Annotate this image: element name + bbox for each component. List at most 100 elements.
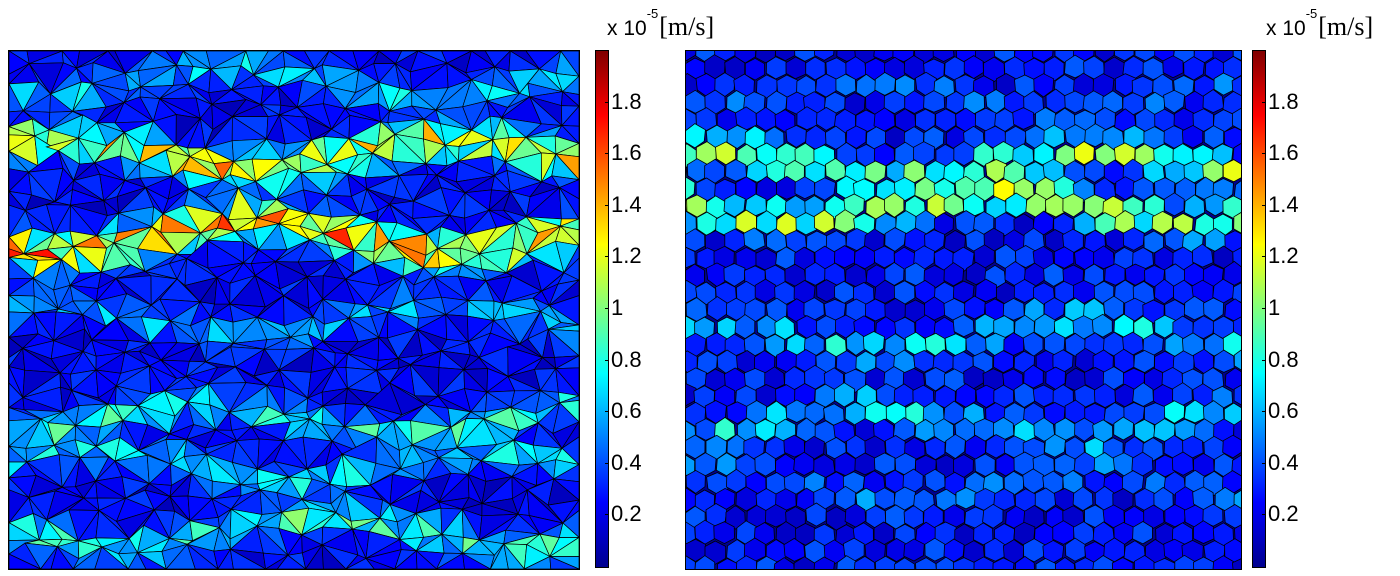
colorbar-tick-mark xyxy=(1262,256,1266,258)
mesh-cell-359 xyxy=(1233,212,1241,234)
mesh-cell-282 xyxy=(893,176,917,202)
mesh-cell-225 xyxy=(953,140,975,167)
mesh-cell-361 xyxy=(686,228,706,252)
mesh-cell-294 xyxy=(1132,177,1155,201)
mesh-cell-466 xyxy=(975,278,997,303)
mesh-cell-906 xyxy=(783,537,806,562)
colorbar-tick-mark xyxy=(605,204,609,206)
mesh-cell-443 xyxy=(1124,263,1147,286)
mesh-cell-314 xyxy=(943,193,965,217)
mesh-cell-886 xyxy=(973,522,994,546)
mesh-cell-918 xyxy=(1023,538,1045,563)
mesh-cell-383 xyxy=(1122,227,1145,251)
colorbar-tick-label: 1.4 xyxy=(611,191,642,217)
mesh-cell-53 xyxy=(1114,51,1135,62)
colorbar-scale-label: x 10-5[m/s] xyxy=(1266,6,1373,42)
mesh-cell-38 xyxy=(813,51,835,61)
mesh-cell-539 xyxy=(1232,316,1241,338)
mesh-cell-183 xyxy=(726,124,749,150)
colorbar-tick-mark xyxy=(605,359,609,361)
mesh-cell-278 xyxy=(814,177,836,201)
mesh-cell-814 xyxy=(735,486,757,512)
colorbar-tick-mark xyxy=(605,101,609,103)
colorbar-tick-mark xyxy=(1262,204,1266,206)
mesh-cell-177 xyxy=(1192,108,1214,132)
colorbar-tick-mark xyxy=(1262,153,1266,155)
colorbar-gradient xyxy=(596,51,608,567)
mesh-cell-901 xyxy=(686,538,707,562)
mesh-cell-946 xyxy=(973,556,994,569)
mesh-cell-417 xyxy=(1192,243,1214,268)
mesh-cell-739 xyxy=(1044,433,1067,458)
mesh-cell-339 xyxy=(833,209,857,234)
mesh-cell-1425 xyxy=(276,554,307,569)
mesh-cell-410 xyxy=(1053,246,1075,269)
mesh-cell-912 xyxy=(903,538,925,562)
mesh-cell-67 xyxy=(805,56,826,81)
colorbar-tick-label: 1.2 xyxy=(1268,243,1299,269)
mesh-cell-451 xyxy=(686,280,698,304)
mesh-cell-364 xyxy=(743,227,766,252)
colorbar-tick-label: 0.2 xyxy=(611,501,642,527)
mesh-cell-942 xyxy=(894,557,916,569)
colorbar-tick-mark xyxy=(605,514,609,516)
mesh-cell-385 xyxy=(1164,227,1186,252)
colorbar-tick-label: 1.6 xyxy=(611,140,642,166)
mesh-cell-943 xyxy=(915,557,937,569)
mesh-cell-320 xyxy=(1062,193,1084,218)
mesh-cell-776 xyxy=(1171,451,1194,476)
colorbar-tick-label: 0.2 xyxy=(1268,501,1299,527)
mesh-cell-548 xyxy=(825,333,847,358)
mesh-cell-261 xyxy=(1084,158,1105,183)
polygonal-mesh-svg xyxy=(686,51,1241,569)
mesh-cell-41 xyxy=(873,51,895,62)
mesh-cell-365 xyxy=(766,228,788,253)
mesh-cell-913 xyxy=(924,537,946,562)
mesh-cell-1405 xyxy=(50,545,74,569)
mesh-cell-757 xyxy=(793,451,816,476)
mesh-cell-349 xyxy=(1032,210,1054,236)
mesh-cell-250 xyxy=(864,160,887,184)
colorbar-tick-label: 0.6 xyxy=(1268,398,1299,424)
mesh-cell-938 xyxy=(813,556,835,569)
scale-exponent: -5 xyxy=(646,6,659,21)
colorbar-tick-mark xyxy=(605,411,609,413)
mesh-cell-831 xyxy=(1072,486,1094,512)
mesh-cell-1421 xyxy=(229,548,267,569)
mesh-cell-781 xyxy=(686,469,706,494)
mesh-cell-158 xyxy=(816,106,838,131)
mesh-cell-755 xyxy=(754,451,776,477)
mesh-cell-243 xyxy=(725,159,747,182)
mesh-cell-59 xyxy=(1232,51,1241,61)
mesh-cell-1445 xyxy=(503,543,525,569)
mesh-cell-935 xyxy=(756,555,778,569)
mesh-cell-36 xyxy=(775,51,796,62)
mesh-cell-455 xyxy=(754,278,777,304)
colorbar xyxy=(595,50,609,568)
mesh-cell-240 xyxy=(686,165,688,179)
mesh-cell-79 xyxy=(1043,56,1065,82)
colorbar-tick-mark xyxy=(1262,101,1266,103)
mesh-cell-519 xyxy=(834,314,856,339)
mesh-cell-303 xyxy=(723,193,746,218)
mesh-cell-188 xyxy=(825,125,847,150)
mesh-cell-147 xyxy=(1202,89,1225,114)
colorbar-tick-label: 1.8 xyxy=(611,88,642,114)
mesh-cell-931 xyxy=(686,555,696,569)
mesh-cell-145 xyxy=(1163,89,1186,114)
mesh-cell-497 xyxy=(1002,297,1025,321)
mesh-cell-85 xyxy=(1162,55,1184,79)
mesh-cell-199 xyxy=(1043,124,1066,149)
mesh-cell-920 xyxy=(1064,537,1086,562)
mesh-cell-958 xyxy=(1212,555,1234,569)
mesh-cell-331 xyxy=(686,210,697,236)
mesh-cell-1429 xyxy=(321,543,347,569)
mesh-cell-631 xyxy=(686,383,697,407)
mesh-cell-821 xyxy=(874,487,896,510)
mesh-cell-179 xyxy=(1231,107,1241,131)
mesh-cell-399 xyxy=(834,245,856,269)
mesh-cell-783 xyxy=(726,468,747,493)
mesh-cell-465 xyxy=(952,280,975,304)
mesh-cell-326 xyxy=(1183,194,1206,219)
mesh-cell-940 xyxy=(854,555,876,569)
